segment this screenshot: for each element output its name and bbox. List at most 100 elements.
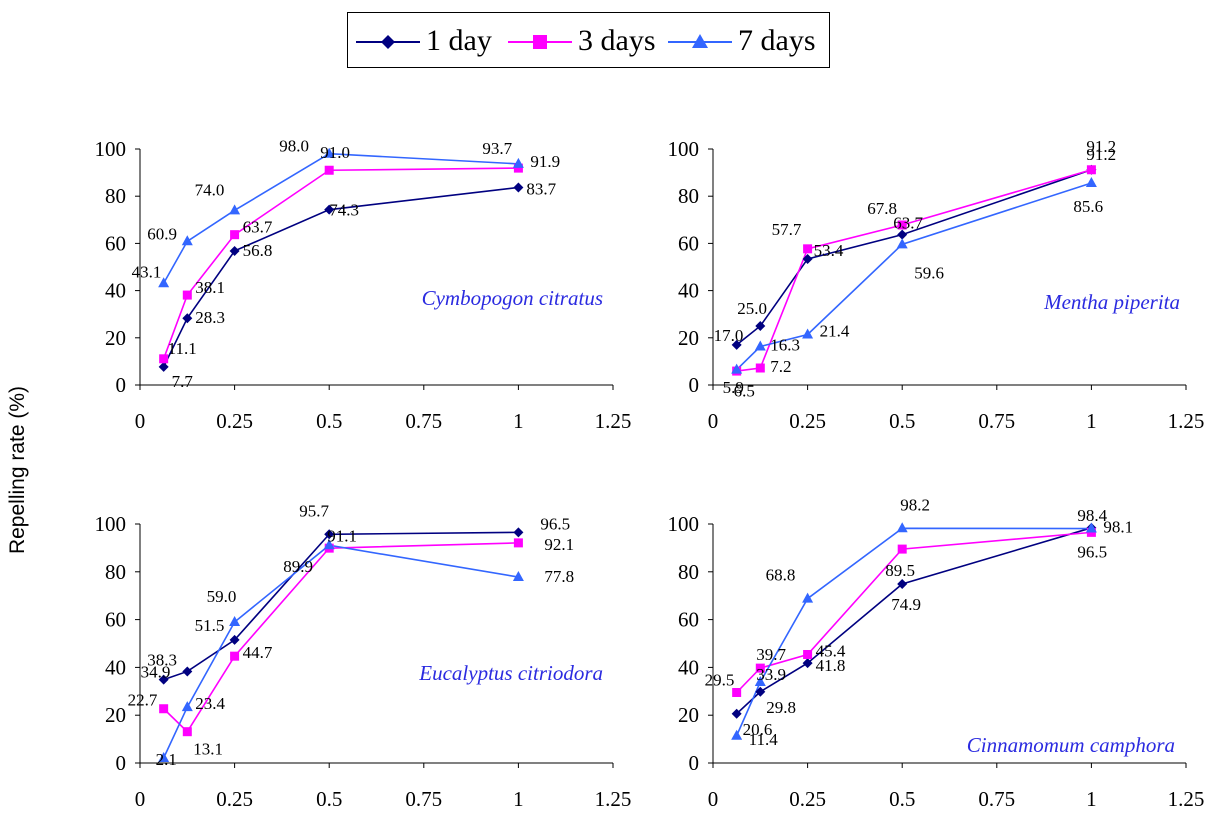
data-point-diamond [755,686,766,697]
data-label: 11.1 [168,339,197,358]
x-tick-label: 0.75 [978,409,1015,433]
y-tick-label: 20 [105,703,126,727]
legend-marker-diamond [356,35,420,49]
data-label: 29.8 [766,698,796,717]
data-label: 28.3 [195,308,225,327]
data-label: 39.7 [756,645,786,664]
data-label: 91.2 [1086,145,1116,164]
x-tick-label: 0.75 [978,787,1015,811]
chart-panel-4: 0 20 40 60 80 100 0 0.25 0.5 0.75 1 1.25 Cinnamomum … [668,495,1205,811]
data-label: 98.0 [279,137,309,156]
x-tick-label: 0.75 [405,787,442,811]
data-point-diamond [324,529,335,540]
data-point-diamond [182,313,193,324]
x-tick-label: 0 [135,787,146,811]
data-label: 85.6 [1073,197,1103,216]
data-point-triangle [754,675,766,686]
data-label: 43.1 [132,262,162,281]
data-point-triangle [1085,176,1097,187]
x-tick-label: 1 [513,409,524,433]
data-label: 59.6 [914,263,944,282]
data-label: 89.5 [885,561,915,580]
y-tick-label: 80 [105,184,126,208]
legend-marker-triangle [668,34,732,48]
data-point-square [897,220,907,230]
data-point-diamond [324,204,335,215]
x-tick-label: 1.25 [1168,787,1205,811]
data-point-square [230,230,240,240]
y-tick-label: 40 [678,279,699,303]
data-point-square [803,244,813,254]
data-label: 11.4 [749,730,779,749]
y-tick-label: 20 [678,326,699,350]
data-label: 89.9 [283,557,313,576]
data-point-triangle [1085,522,1097,533]
data-point-triangle [181,235,193,246]
x-tick-label: 1.25 [595,787,632,811]
y-tick-label: 80 [678,184,699,208]
legend-item-7-days: 7 days [664,13,826,67]
y-tick-label: 0 [689,373,700,397]
data-label: 91.2 [1086,137,1116,156]
x-tick-label: 0.25 [216,787,253,811]
data-point-triangle [181,701,193,712]
x-tick-label: 0 [135,409,146,433]
y-tick-label: 100 [95,137,127,161]
legend-label-1-day: 1 day [426,24,492,57]
y-tick-label: 80 [678,560,699,584]
data-label: 41.8 [816,656,846,675]
data-point-diamond [897,578,908,589]
data-point-diamond [731,339,742,350]
legend-marker-square [508,35,572,49]
data-label: 13.1 [193,740,223,759]
series-line-1-day [736,527,1092,715]
data-point-diamond [158,361,169,372]
x-tick-label: 0.5 [316,409,342,433]
data-label: 77.8 [544,567,574,586]
data-label: 45.4 [816,641,846,660]
data-label: 96.5 [1077,542,1107,561]
data-label: 98.4 [1077,506,1107,525]
data-point-square [159,354,169,364]
data-point-triangle [896,238,908,249]
data-label: 91.0 [320,143,350,162]
y-tick-label: 40 [105,655,126,679]
data-point-diamond [513,527,524,538]
chart-title: Cymbopogon citratus [422,286,603,310]
legend-label-7-days: 7 days [738,24,816,57]
data-point-diamond [897,229,908,240]
data-label: 91.9 [530,152,560,171]
data-label: 38.1 [195,278,225,297]
y-tick-label: 0 [116,751,127,775]
y-tick-label: 0 [116,373,127,397]
data-point-square [513,538,523,548]
data-label: 98.2 [900,495,930,514]
data-point-diamond [731,708,742,719]
data-label: 7.2 [770,357,791,376]
data-point-square [182,727,192,737]
data-label: 2.1 [156,750,177,769]
data-label: 21.4 [820,321,850,340]
x-tick-label: 1.25 [1168,409,1205,433]
data-point-diamond [802,658,813,669]
chart-panel-3: 0 20 40 60 80 100 0 0.25 0.5 0.75 1 1.25 Eucalyptus … [95,501,632,811]
data-label: 20.6 [743,720,773,739]
y-tick-label: 20 [678,703,699,727]
data-label: 44.7 [243,643,273,662]
data-point-diamond [229,634,240,645]
data-point-triangle [731,729,743,740]
legend-item-1-day: 1 day [352,13,502,67]
data-label: 33.9 [756,665,786,684]
data-label: 23.4 [195,694,225,713]
data-label: 5.9 [723,378,744,397]
data-point-triangle [802,592,814,603]
x-tick-label: 1 [513,787,524,811]
data-label: 63.7 [893,214,923,233]
data-point-diamond [182,666,193,677]
y-tick-label: 100 [95,512,127,536]
data-label: 83.7 [526,179,556,198]
legend-item-3-days: 3 days [504,13,664,67]
data-label: 29.5 [705,670,735,689]
y-tick-label: 100 [668,137,700,161]
